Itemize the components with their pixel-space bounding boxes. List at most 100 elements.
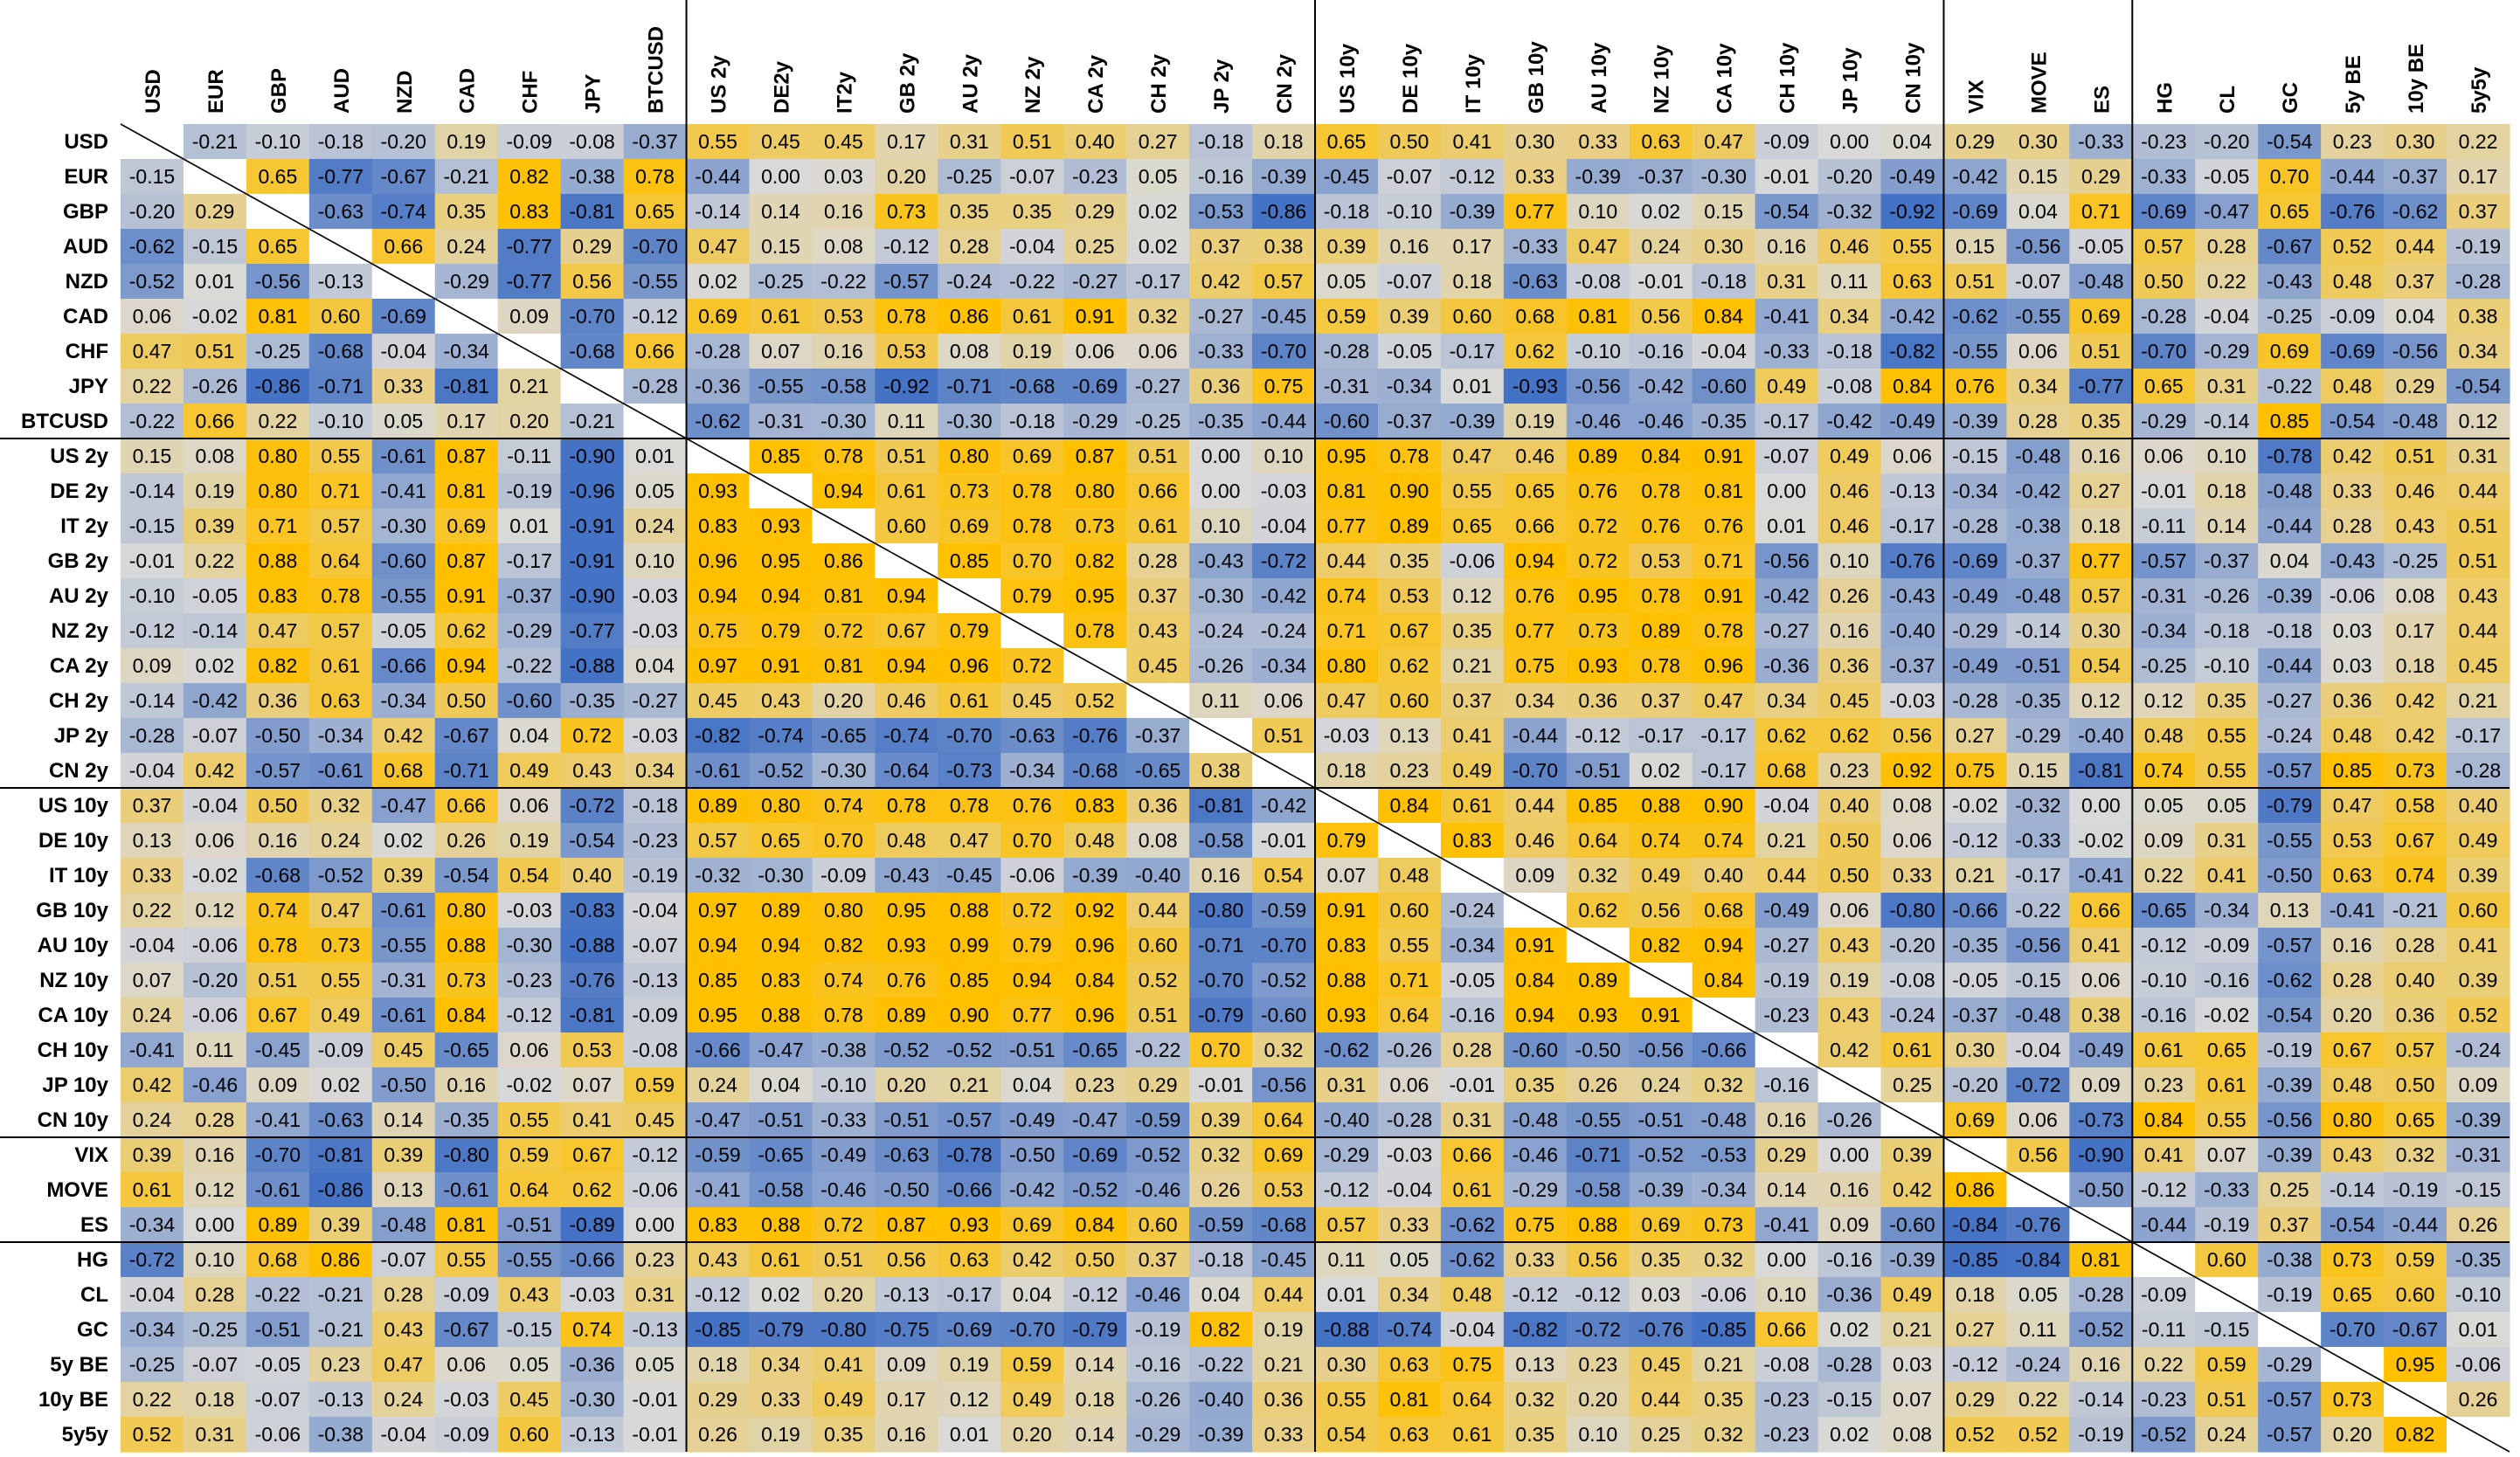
cell-value: 0.41: [824, 1353, 863, 1376]
row-label: NZ 10y: [39, 969, 108, 992]
cell-value: -0.81: [569, 1004, 614, 1026]
cell-value: 0.25: [1076, 235, 1115, 258]
cell-value: 0.48: [2333, 724, 2372, 747]
cell-value: 0.16: [1830, 619, 1869, 642]
cell-value: 0.08: [824, 235, 863, 258]
cell-value: -0.44: [2267, 514, 2313, 537]
heatmap-cell: [121, 299, 184, 335]
cell-value: -0.24: [1198, 619, 1244, 642]
heatmap-cell: [434, 578, 499, 614]
cell-value: -0.03: [443, 1388, 488, 1411]
cell-value: 0.06: [1390, 1074, 1430, 1096]
cell-value: 0.11: [196, 1039, 233, 1061]
column-label: AUD: [330, 68, 354, 114]
heatmap-cell: [1755, 264, 1819, 300]
cell-value: 0.46: [1515, 829, 1554, 852]
cell-value: -0.33: [2078, 130, 2123, 153]
heatmap-cell: [2069, 124, 2133, 160]
heatmap-cell: [1063, 613, 1127, 649]
cell-value: -0.39: [1637, 1178, 1683, 1201]
heatmap-cell: [1063, 508, 1127, 544]
heatmap-cell: [308, 334, 373, 369]
cell-value: 0.21: [509, 375, 549, 397]
heatmap-cell: [1063, 194, 1127, 230]
cell-value: 0.06: [509, 794, 549, 817]
heatmap-cell: [497, 473, 562, 509]
cell-value: -0.52: [1135, 1143, 1180, 1166]
cell-value: -0.55: [758, 375, 803, 397]
cell-value: -0.02: [2204, 1004, 2249, 1026]
cell-value: 0.12: [2081, 689, 2121, 712]
heatmap-cell: [2195, 508, 2259, 544]
cell-value: 0.17: [1452, 235, 1492, 258]
cell-value: 0.83: [509, 200, 549, 223]
cell-value: -0.55: [381, 934, 426, 956]
cell-value: -0.48: [2015, 584, 2060, 607]
cell-value: 0.94: [1704, 934, 1743, 956]
cell-value: -0.30: [820, 759, 866, 782]
cell-value: -0.22: [2015, 899, 2060, 922]
row-label: CL: [80, 1283, 108, 1307]
cell-value: 0.03: [2333, 654, 2372, 677]
cell-value: -0.46: [1135, 1283, 1180, 1306]
cell-value: 0.43: [509, 1283, 549, 1306]
heatmap-cell: [121, 543, 184, 579]
cell-value: -0.24: [2455, 1039, 2502, 1061]
cell-value: -0.68: [255, 864, 301, 887]
row-label: GBP: [63, 200, 108, 224]
cell-value: 0.91: [1641, 1004, 1680, 1026]
cell-value: 0.19: [1013, 340, 1052, 363]
cell-value: -0.66: [569, 1248, 614, 1271]
cell-value: -0.05: [1387, 340, 1432, 363]
heatmap-cell: [371, 508, 436, 544]
cell-value: 0.96: [1076, 1004, 1115, 1026]
heatmap-cell: [1755, 473, 1819, 509]
cell-value: 0.76: [1578, 480, 1617, 502]
cell-value: 0.34: [1830, 305, 1869, 328]
cell-value: -0.76: [1637, 1318, 1683, 1341]
cell-value: 0.94: [1013, 969, 1052, 991]
cell-value: 0.80: [1327, 654, 1367, 677]
cell-value: -0.03: [632, 584, 677, 607]
cell-value: 0.46: [1830, 514, 1869, 537]
cell-value: -0.37: [2015, 549, 2060, 572]
cell-value: 0.90: [950, 1004, 989, 1026]
cell-value: 0.83: [1327, 934, 1367, 956]
cell-value: 0.37: [1201, 235, 1241, 258]
cell-value: 0.64: [1578, 829, 1617, 852]
cell-value: 0.28: [384, 1283, 423, 1306]
cell-value: -0.05: [192, 584, 238, 607]
cell-value: 0.54: [2081, 654, 2121, 677]
cell-value: 0.70: [1013, 549, 1052, 572]
cell-value: 0.06: [2018, 340, 2058, 363]
heatmap-cell: [1315, 648, 1379, 684]
heatmap-cell: [1880, 334, 1945, 369]
heatmap-cell: [1377, 438, 1442, 474]
cell-value: -0.17: [946, 1283, 992, 1306]
column-label: CH 2y: [1147, 53, 1171, 114]
heatmap-cell: [875, 613, 938, 649]
cell-value: 0.39: [2459, 864, 2498, 887]
cell-value: 0.04: [1893, 130, 1932, 153]
cell-value: -0.63: [318, 200, 363, 223]
cell-value: 0.94: [761, 584, 800, 607]
cell-value: -0.49: [1763, 899, 1809, 922]
heatmap-cell: [1377, 578, 1442, 614]
cell-value: -0.34: [2204, 899, 2250, 922]
cell-value: 0.66: [1139, 480, 1178, 502]
row-label: JP 10y: [42, 1074, 108, 1097]
cell-value: 0.55: [509, 1108, 549, 1131]
cell-value: 0.02: [761, 1283, 800, 1306]
cell-value: -0.39: [2455, 1108, 2501, 1131]
cell-value: -0.14: [695, 200, 741, 223]
cell-value: -0.31: [1324, 375, 1369, 397]
heatmap-cell: [497, 229, 562, 265]
cell-value: 0.50: [2144, 270, 2184, 293]
heatmap-cell: [1189, 404, 1253, 439]
heatmap-cell: [1629, 438, 1693, 474]
heatmap-cell: [2384, 369, 2447, 404]
heatmap-cell: [686, 369, 751, 404]
heatmap-cell: [2384, 473, 2447, 509]
cell-value: 0.69: [1013, 1213, 1052, 1236]
cell-value: 0.24: [698, 1074, 737, 1096]
